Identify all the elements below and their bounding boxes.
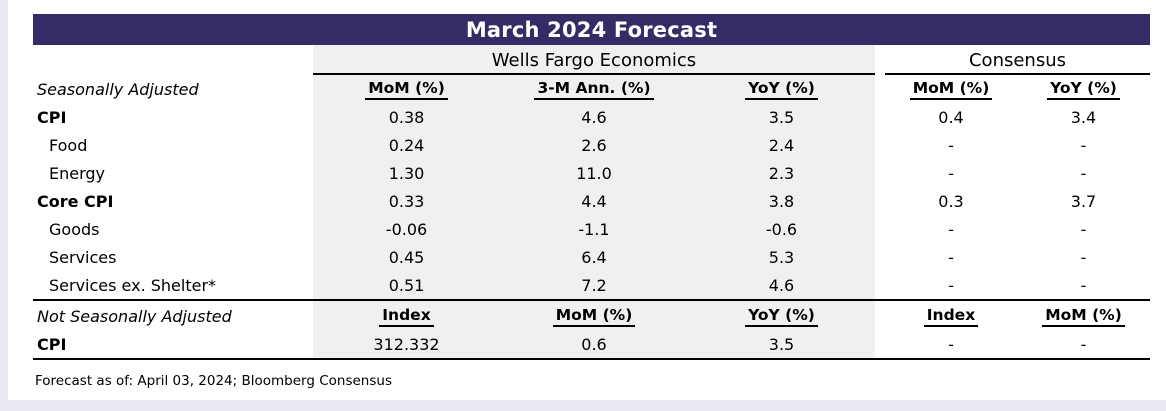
forecast-table: March 2024 Forecast Wells Fargo Economic…	[33, 14, 1150, 389]
column-header: YoY (%)	[688, 75, 875, 103]
table-cell: 0.6	[500, 331, 688, 358]
table-title-bar: March 2024 Forecast	[33, 14, 1150, 45]
table-cell: -	[1080, 335, 1087, 354]
column-gap	[875, 301, 885, 331]
column-header: YoY (%)	[688, 301, 875, 331]
row-label: Goods	[49, 219, 100, 239]
table-cell: 7.2	[500, 271, 688, 299]
table-row-core-cpi: Core CPI 0.33 4.4 3.8 0.3 3.7	[33, 187, 1150, 215]
column-header: MoM (%)	[313, 75, 500, 103]
table-cell: 5.3	[688, 243, 875, 271]
table-cell: -	[948, 135, 954, 155]
column-gap	[875, 187, 885, 215]
row-label: Food	[49, 135, 88, 155]
table-cell: 0.33	[313, 187, 500, 215]
table-cell: -	[948, 335, 954, 354]
table-cell: -	[948, 219, 954, 239]
column-gap	[875, 271, 885, 299]
row-label: Services	[49, 247, 117, 267]
table-cell: 0.38	[313, 103, 500, 131]
table-cell: 3.5	[688, 103, 875, 131]
row-label: CPI	[37, 335, 67, 354]
table-cell: 2.6	[500, 131, 688, 159]
table-row-goods: Goods -0.06 -1.1 -0.6 - -	[33, 215, 1150, 243]
row-label: Core CPI	[37, 191, 114, 211]
table-cell: 0.24	[313, 131, 500, 159]
table-cell: 4.6	[500, 103, 688, 131]
table-cell: -	[1080, 135, 1087, 155]
table-row-food: Food 0.24 2.6 2.4 - -	[33, 131, 1150, 159]
table-cell: 0.51	[313, 271, 500, 299]
column-gap	[875, 103, 885, 131]
table-cell: -0.06	[313, 215, 500, 243]
table-cell: 3.4	[1070, 107, 1097, 127]
table-row-services-ex-shelter: Services ex. Shelter* 0.51 7.2 4.6 - -	[33, 271, 1150, 299]
group-header-row: Wells Fargo Economics Consensus	[33, 45, 1150, 75]
column-gap	[875, 243, 885, 271]
table-cell: -	[1080, 163, 1087, 183]
table-row-nsa-cpi: CPI 312.332 0.6 3.5 - -	[33, 331, 1150, 358]
column-header: MoM (%)	[500, 301, 688, 331]
table-cell: 0.45	[313, 243, 500, 271]
column-gap	[875, 131, 885, 159]
table-cell: -0.6	[688, 215, 875, 243]
section-label-seasonally-adjusted: Seasonally Adjusted	[37, 79, 199, 99]
group-header-consensus: Consensus	[885, 45, 1150, 75]
group-header-wells-fargo: Wells Fargo Economics	[313, 45, 875, 75]
table-row-cpi: CPI 0.38 4.6 3.5 0.4 3.4	[33, 103, 1150, 131]
table-row-services: Services 0.45 6.4 5.3 - -	[33, 243, 1150, 271]
nsa-column-header-row: Not Seasonally Adjusted Index MoM (%) Yo…	[33, 301, 1150, 331]
section-divider	[33, 299, 1150, 301]
page-edge-bottom	[0, 400, 1166, 411]
table-cell: 4.4	[500, 187, 688, 215]
column-gap	[875, 159, 885, 187]
column-header: MoM (%)	[1017, 301, 1150, 331]
column-header: MoM (%)	[885, 75, 1017, 103]
table-cell: 3.7	[1070, 191, 1097, 211]
table-cell: 2.3	[688, 159, 875, 187]
table-cell: 0.3	[938, 191, 964, 211]
table-cell: -1.1	[500, 215, 688, 243]
table-cell: 4.6	[688, 271, 875, 299]
table-title: March 2024 Forecast	[465, 17, 718, 42]
column-gap	[875, 215, 885, 243]
row-label: Services ex. Shelter*	[49, 275, 217, 295]
footnote: Forecast as of: April 03, 2024; Bloomber…	[35, 373, 392, 389]
table-cell: 6.4	[500, 243, 688, 271]
table-cell: -	[1080, 275, 1087, 295]
table-row-energy: Energy 1.30 11.0 2.3 - -	[33, 159, 1150, 187]
table-cell: 0.4	[938, 107, 964, 127]
table-cell: -	[1080, 219, 1087, 239]
row-label: Energy	[49, 163, 106, 183]
bottom-divider	[33, 358, 1150, 360]
section-label-not-seasonally-adjusted: Not Seasonally Adjusted	[37, 306, 232, 326]
column-gap	[875, 331, 885, 358]
table-cell: 11.0	[500, 159, 688, 187]
empty-cell	[33, 45, 313, 75]
sa-column-header-row: Seasonally Adjusted MoM (%) 3-M Ann. (%)…	[33, 75, 1150, 103]
table-cell: 3.5	[688, 331, 875, 358]
table-cell: -	[948, 275, 954, 295]
column-header: Index	[313, 301, 500, 331]
table-cell: -	[948, 247, 954, 267]
table-cell: -	[948, 163, 954, 183]
table-cell: 1.30	[313, 159, 500, 187]
table-cell: -	[1080, 247, 1087, 267]
column-header: 3-M Ann. (%)	[500, 75, 688, 103]
row-label: CPI	[37, 107, 67, 127]
column-gap	[875, 45, 885, 75]
table-cell: 2.4	[688, 131, 875, 159]
column-gap	[875, 75, 885, 103]
column-header: Index	[885, 301, 1017, 331]
page-edge-left	[0, 0, 8, 411]
table-cell: 3.8	[688, 187, 875, 215]
table-cell: 312.332	[313, 331, 500, 358]
column-header: YoY (%)	[1017, 75, 1150, 103]
